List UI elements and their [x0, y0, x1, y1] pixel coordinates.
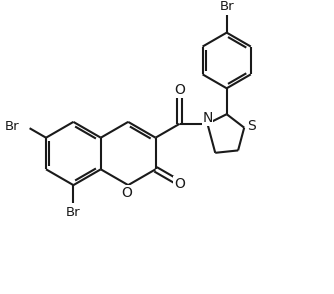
Text: S: S [247, 119, 256, 133]
Text: O: O [174, 83, 185, 97]
Text: O: O [121, 186, 132, 200]
Text: Br: Br [66, 206, 81, 219]
Text: O: O [174, 177, 185, 191]
Text: N: N [202, 111, 213, 126]
Text: Br: Br [5, 120, 19, 133]
Text: Br: Br [219, 0, 234, 13]
